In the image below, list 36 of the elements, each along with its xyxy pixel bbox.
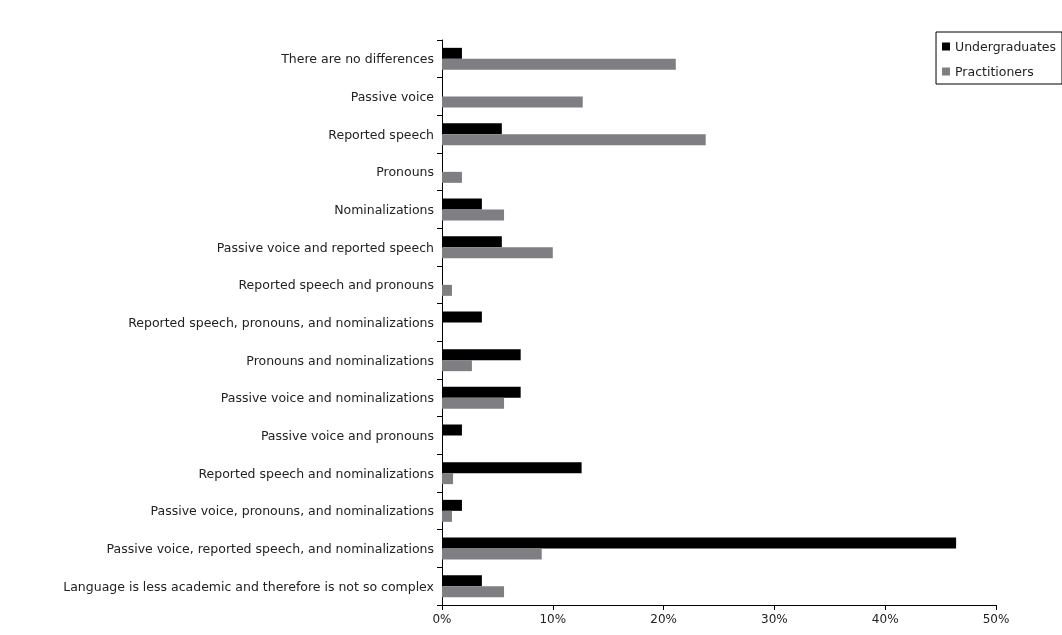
y-tick-label: Passive voice and nominalizations	[220, 390, 434, 406]
y-tick-label: Passive voice and reported speech	[216, 239, 434, 255]
x-tick-label: 10%	[539, 612, 567, 626]
bar	[442, 134, 706, 146]
y-tick-label: Passive voice, pronouns, and nominalizations	[150, 503, 434, 519]
y-tick-label: Nominalizations	[334, 202, 434, 217]
bar	[442, 360, 472, 372]
x-tick-label: 30%	[761, 612, 788, 626]
x-tick-label: 50%	[982, 612, 1010, 626]
bar	[442, 284, 452, 296]
x-tick-label: 20%	[650, 612, 677, 626]
bar	[442, 58, 676, 70]
bar	[442, 473, 454, 485]
x-tick-label: 40%	[871, 612, 899, 626]
y-tick-label: Reported speech and pronouns	[238, 277, 434, 293]
y-tick-label: Passive voice, reported speech, and nominalizations	[106, 541, 434, 556]
bar	[442, 171, 462, 183]
bar	[442, 96, 583, 108]
x-tick-label: 0%	[432, 612, 452, 626]
legend-label: Undergraduates	[955, 39, 1057, 54]
y-tick-label: Reported speech	[328, 126, 434, 142]
y-tick-label: Passive voice	[350, 89, 435, 104]
bar	[442, 397, 505, 409]
y-tick-label: Pronouns and nominalizations	[246, 352, 434, 368]
y-tick-label: Reported speech, pronouns, and nominalizations	[128, 315, 434, 330]
bar	[442, 510, 452, 522]
bar	[442, 548, 542, 560]
bar	[442, 209, 505, 221]
y-tick-label: Language is less academic and therefore is not so complex	[63, 578, 434, 594]
bar	[442, 586, 505, 598]
y-tick-label: Reported speech and nominalizations	[198, 465, 434, 481]
bar	[442, 247, 553, 259]
y-tick-label: Pronouns	[376, 164, 434, 180]
y-tick-label: There are no differences	[280, 51, 434, 67]
legend-label: Practitioners	[955, 64, 1034, 79]
y-tick-label: Passive voice and pronouns	[260, 428, 434, 443]
